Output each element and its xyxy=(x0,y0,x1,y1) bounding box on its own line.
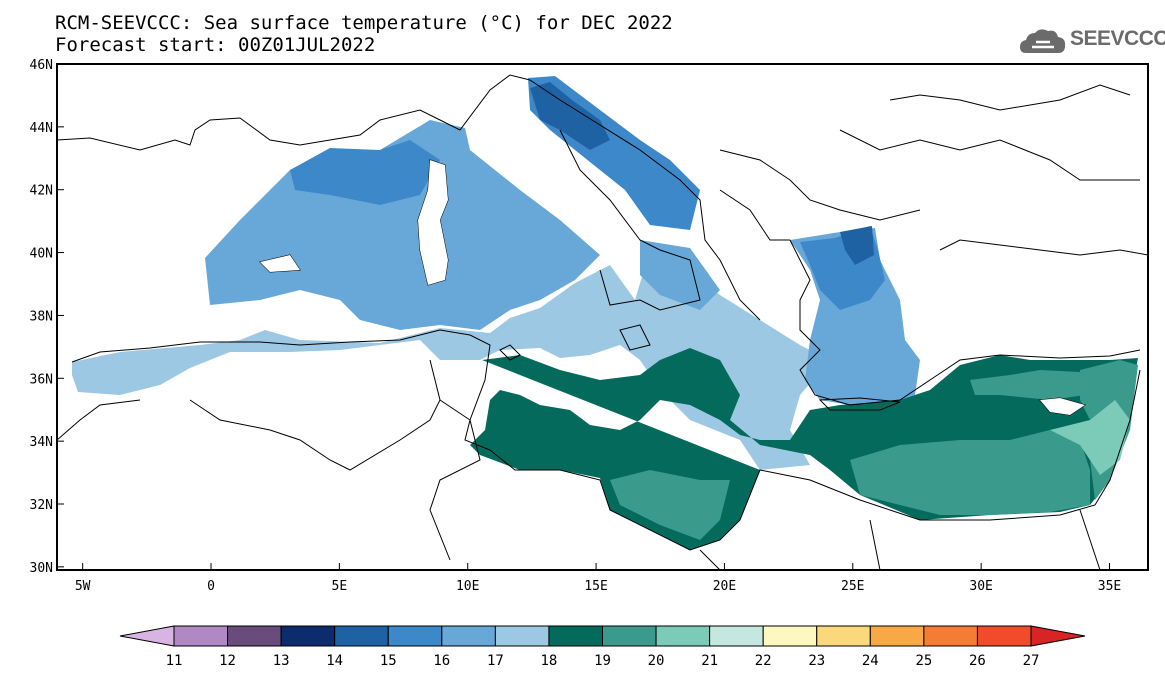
map-title: RCM-SEEVCCC: Sea surface temperature (°C… xyxy=(55,12,673,34)
colorbar-swatch xyxy=(119,625,175,647)
colorbar-label: 13 xyxy=(273,653,290,669)
lat-tick-label: 38N xyxy=(30,309,53,324)
colorbar-swatch xyxy=(976,625,1032,647)
colorbar-label: 18 xyxy=(541,653,558,669)
lat-tick-label: 40N xyxy=(30,247,53,262)
colorbar-swatch xyxy=(816,625,871,647)
colorbar-swatch xyxy=(334,625,389,647)
colorbar-swatch xyxy=(548,625,603,647)
colorbar-swatch xyxy=(280,625,336,647)
lat-tick-label: 46N xyxy=(30,58,53,73)
colorbar-label: 20 xyxy=(648,653,665,669)
colorbar-label: 19 xyxy=(594,653,611,669)
lat-tick-label: 30N xyxy=(30,561,53,576)
colorbar-label: 24 xyxy=(862,653,879,669)
sst-19-cyprus-north xyxy=(970,370,1085,400)
sst-16-adriatic-south xyxy=(640,240,720,310)
map-frame xyxy=(56,63,1149,571)
map-area xyxy=(57,74,1148,570)
sst-field xyxy=(72,76,1138,550)
lat-tick-label: 34N xyxy=(30,435,53,450)
cloud-icon xyxy=(1020,29,1066,53)
lon-tick-label: 5E xyxy=(332,579,348,594)
lon-tick-label: 20E xyxy=(713,579,736,594)
colorbar-swatch xyxy=(762,625,818,647)
lat-tick-label: 42N xyxy=(30,184,53,199)
colorbar-swatch xyxy=(173,625,229,647)
colorbar-swatch xyxy=(441,625,496,647)
colorbar-label: 15 xyxy=(380,653,397,669)
sst-14-north-adriatic xyxy=(530,82,610,150)
sst-17-western-basin xyxy=(72,250,830,470)
colorbar-label: 14 xyxy=(326,653,343,669)
lat-tick-label: 36N xyxy=(30,372,53,387)
colorbar-swatch xyxy=(655,625,711,647)
lon-tick-label: 0 xyxy=(207,579,215,594)
sst-19-levantine xyxy=(850,430,1090,515)
sst-14-aegean-top xyxy=(840,226,874,265)
colorbar-label: 27 xyxy=(1023,653,1040,669)
colorbar-label: 16 xyxy=(433,653,450,669)
colorbar-swatch xyxy=(709,625,764,647)
lon-tick-label: 35E xyxy=(1098,579,1121,594)
sst-20-levant-coast xyxy=(1050,400,1130,475)
lat-tick-label: 32N xyxy=(30,498,53,513)
colorbar-swatch xyxy=(869,625,925,647)
sst-15-gulf-lion xyxy=(290,140,440,205)
colorbar: 11 12 13 14 15 16 17 18 19 20 21 22 23 24 25 26 27 xyxy=(119,625,1086,669)
colorbar-swatch xyxy=(602,625,657,647)
colorbar-swatch xyxy=(923,625,978,647)
sst-19-libyan xyxy=(610,470,730,540)
colorbar-label: 23 xyxy=(808,653,825,669)
lat-axis: 30N 32N 34N 36N 38N 40N 42N 44N 46N xyxy=(30,58,64,576)
lon-tick-label: 15E xyxy=(584,579,607,594)
colorbar-label: 26 xyxy=(969,653,986,669)
colorbar-label: 17 xyxy=(487,653,504,669)
lon-tick-label: 10E xyxy=(456,579,479,594)
lon-tick-label: 30E xyxy=(969,579,992,594)
colorbar-label: 12 xyxy=(219,653,236,669)
colorbar-label: 25 xyxy=(915,653,932,669)
colorbar-label: 21 xyxy=(701,653,718,669)
lon-axis: 5W 0 5E 10E 15E 20E 25E 30E 35E xyxy=(75,563,1121,594)
colorbar-swatch xyxy=(1030,625,1086,647)
lat-tick-label: 44N xyxy=(30,121,53,136)
colorbar-swatch xyxy=(227,625,282,647)
lon-tick-label: 25E xyxy=(841,579,864,594)
colorbar-swatch xyxy=(494,625,550,647)
colorbar-swatch xyxy=(387,625,443,647)
forecast-start: Forecast start: 00Z01JUL2022 xyxy=(55,34,376,56)
lon-tick-label: 5W xyxy=(75,579,91,594)
colorbar-label: 22 xyxy=(755,653,772,669)
islands xyxy=(260,160,1085,415)
logo-text: SEEVCCC xyxy=(1070,27,1165,50)
colorbar-label: 11 xyxy=(166,653,183,669)
